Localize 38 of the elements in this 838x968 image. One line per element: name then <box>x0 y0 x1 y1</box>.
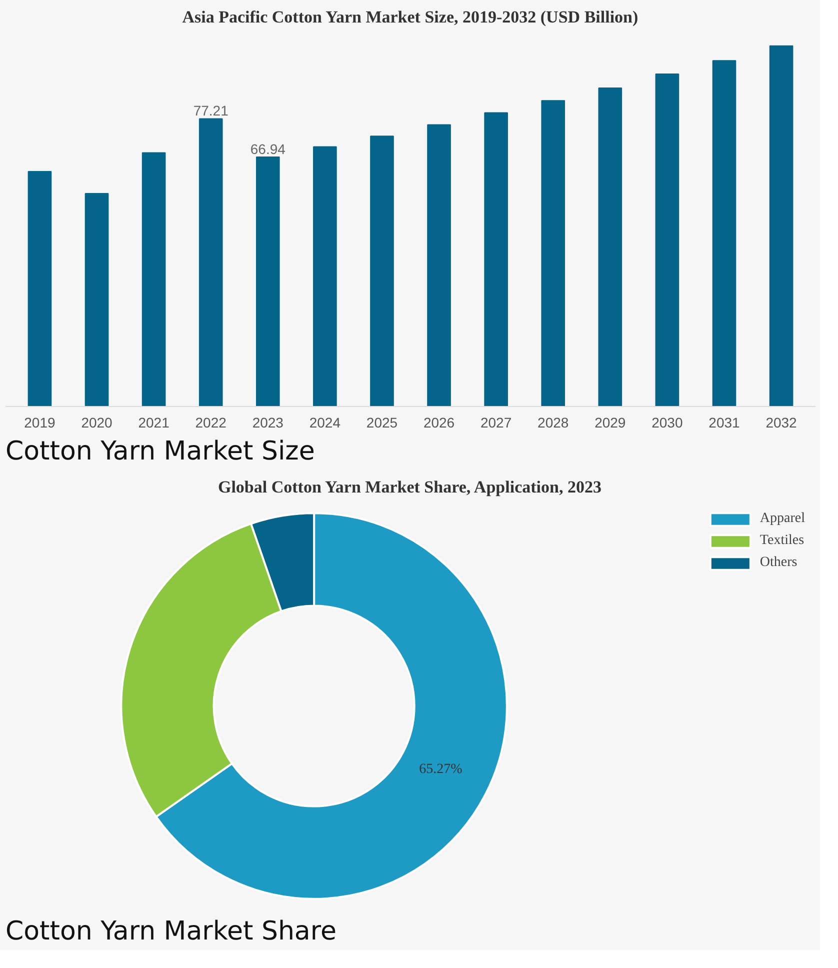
x-tick-label: 2031 <box>708 414 740 430</box>
x-tick-label: 2030 <box>652 414 683 430</box>
text: Cotton Yarn Market Size <box>6 436 315 466</box>
chart-title: Asia Pacific Cotton Yarn Market Size, 2019-2032 (USD Billion) <box>182 8 638 26</box>
bar <box>28 170 52 406</box>
bar <box>541 100 566 406</box>
legend-label: Others <box>760 555 798 571</box>
bar <box>84 192 109 406</box>
data-label: 77.21 <box>193 102 229 119</box>
bar <box>142 152 166 406</box>
bar <box>655 73 680 406</box>
bar <box>598 88 622 406</box>
legend-label: Apparel <box>760 511 805 527</box>
x-tick-label: 2027 <box>480 414 512 430</box>
text: Cotton Yarn Market Share <box>6 916 336 946</box>
bar <box>484 112 508 406</box>
x-tick-label: 2025 <box>366 414 398 430</box>
bar <box>198 118 223 406</box>
x-tick-label: 2029 <box>594 414 626 430</box>
x-tick-label: 2021 <box>138 414 170 430</box>
x-tick-label: 2022 <box>195 414 227 430</box>
chart-title: Global Cotton Yarn Market Share, Application, 2023 <box>218 478 602 496</box>
x-tick-label: 2019 <box>24 414 56 430</box>
bar <box>427 124 451 406</box>
bar <box>256 156 280 406</box>
legend-label: Textiles <box>760 533 804 549</box>
x-tick-label: 2032 <box>766 414 798 430</box>
bar <box>769 45 794 406</box>
x-tick-label: 2024 <box>309 414 341 430</box>
x-tick-label: 2028 <box>538 414 569 430</box>
data-label: 66.94 <box>250 140 286 157</box>
x-tick-label: 2020 <box>81 414 113 430</box>
x-tick-label: 2026 <box>423 414 455 430</box>
x-tick-label: 2023 <box>252 414 284 430</box>
bar <box>370 136 394 406</box>
bar <box>313 146 337 406</box>
data-label: 65.27% <box>419 762 463 777</box>
bar <box>712 60 736 406</box>
